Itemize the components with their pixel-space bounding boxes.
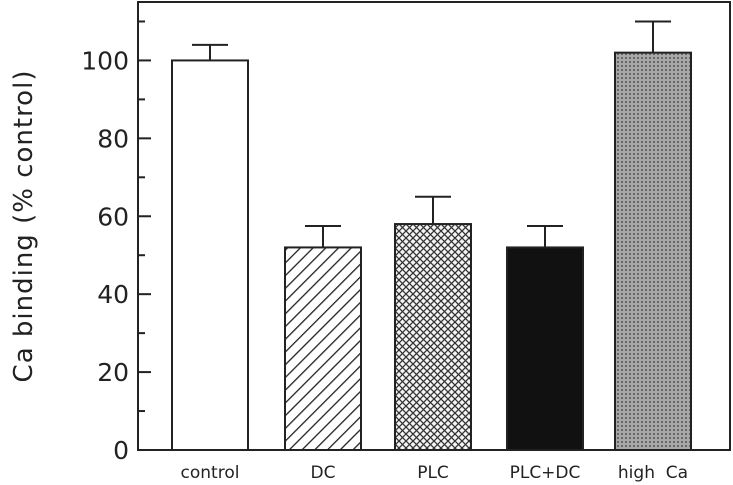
y-tick-label: 80 [97,124,129,153]
x-tick-label: high Ca [618,463,688,483]
error-bar [415,195,451,225]
bar-high-ca [614,51,692,452]
y-tick-label: 20 [97,358,129,387]
error-bar [305,225,341,248]
y-tick-label: 40 [97,280,129,309]
bar-control [171,59,249,451]
bar-dc [284,246,362,451]
y-tick-label: 0 [113,436,129,465]
y-tick-label: 100 [81,46,129,75]
y-axis: 0 20 40 60 80 100 [81,20,151,465]
bars [171,51,692,452]
error-bar [192,43,228,61]
error-bar [635,20,671,53]
error-bars [192,20,671,248]
bar-plc-dc [506,246,584,451]
x-tick-label: PLC [417,463,449,483]
error-bar [527,225,563,248]
x-tick-label: control [181,463,240,483]
y-axis-title: Ca binding (% control) [9,70,39,383]
bar-plc [394,223,472,451]
x-tick-label: DC [311,463,336,483]
y-tick-label: 60 [97,202,129,231]
x-axis-labels: control DC PLC PLC+DC high Ca [181,463,689,483]
x-tick-label: PLC+DC [510,463,581,483]
